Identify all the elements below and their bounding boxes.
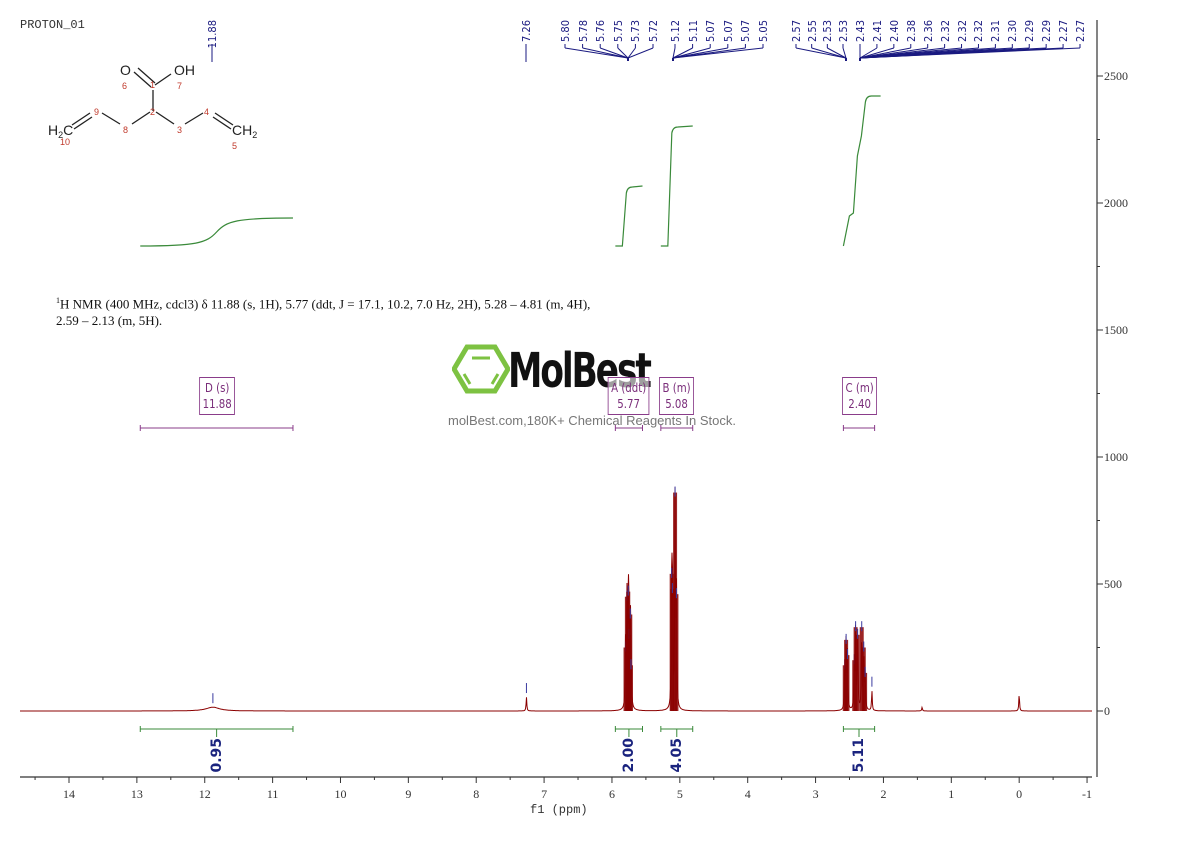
atom-number: 5 bbox=[232, 141, 237, 151]
y-tick-label: 1000 bbox=[1104, 450, 1128, 464]
experiment-title: PROTON_01 bbox=[20, 18, 85, 32]
x-tick-label: 8 bbox=[473, 787, 480, 801]
x-tick-label: 10 bbox=[334, 787, 347, 801]
integral-value: 0.95 bbox=[208, 738, 225, 773]
x-tick-label: -1 bbox=[1082, 787, 1093, 801]
molecule-structure: O OH H2C CH2 6 7 10 5 1 2 3 4 8 9 bbox=[48, 62, 257, 151]
x-tick-label: 11 bbox=[266, 787, 279, 801]
x-tick-label: 4 bbox=[744, 787, 751, 801]
atom-o: O bbox=[120, 62, 131, 78]
y-tick-label: 0 bbox=[1104, 704, 1110, 718]
atom-number: 3 bbox=[177, 125, 182, 135]
x-tick-label: 13 bbox=[130, 787, 143, 801]
multiplet-box: B (m) 5.08 bbox=[659, 377, 695, 415]
x-tick-label: 6 bbox=[608, 787, 615, 801]
atom-number: 10 bbox=[60, 137, 70, 147]
integral-value: 5.11 bbox=[851, 738, 867, 773]
multiplet-box: A (ddt) 5.77 bbox=[608, 377, 651, 415]
integral-curve bbox=[842, 95, 881, 247]
description-line-2: 2.59 – 2.13 (m, 5H). bbox=[56, 313, 163, 329]
multiplet-shift: 5.77 bbox=[617, 397, 641, 411]
integral-value: 2.00 bbox=[620, 738, 637, 773]
description-line-1: H NMR (400 MHz, cdcl3) δ 11.88 (s, 1H), … bbox=[60, 296, 591, 312]
atom-number: 2 bbox=[150, 107, 155, 117]
atom-number: 9 bbox=[94, 107, 99, 117]
nmr-description: 1H NMR (400 MHz, cdcl3) δ 11.88 (s, 1H),… bbox=[56, 292, 656, 329]
nucleus-superscript: 1 bbox=[56, 296, 60, 305]
x-tick-label: 2 bbox=[880, 787, 887, 801]
y-tick-label: 2500 bbox=[1104, 69, 1128, 83]
multiplet-name: D (s) bbox=[204, 381, 229, 395]
x-tick-label: 0 bbox=[1016, 787, 1023, 801]
multiplet-name: A (ddt) bbox=[611, 381, 647, 395]
atom-number: 6 bbox=[122, 81, 127, 91]
multiplet-box: C (m) 2.40 bbox=[841, 377, 877, 415]
atom-number: 7 bbox=[177, 81, 182, 91]
y-tick-label: 2000 bbox=[1104, 196, 1128, 210]
x-tick-label: 14 bbox=[63, 787, 75, 801]
multiplet-name: C (m) bbox=[844, 381, 874, 395]
atom-h2c: H2C bbox=[48, 122, 73, 140]
atom-number: 8 bbox=[123, 125, 128, 135]
multiplet-shift: 5.08 bbox=[665, 397, 689, 411]
watermark-tagline: molBest.com,180K+ Chemical Reagents In S… bbox=[448, 413, 736, 428]
atom-number: 4 bbox=[204, 107, 209, 117]
x-tick-label: 9 bbox=[405, 787, 412, 801]
y-tick-label: 500 bbox=[1104, 577, 1122, 591]
x-tick-label: 1 bbox=[948, 787, 955, 801]
multiplet-box: D (s) 11.88 bbox=[198, 377, 235, 415]
hexagon-logo-icon bbox=[452, 344, 510, 394]
x-tick-label: 12 bbox=[198, 787, 211, 801]
integral-curve bbox=[660, 125, 693, 247]
multiplet-shift: 2.40 bbox=[847, 397, 871, 411]
atom-oh: OH bbox=[174, 62, 195, 78]
atom-ch2: CH2 bbox=[232, 122, 257, 140]
x-tick-label: 5 bbox=[676, 787, 683, 801]
atom-number: 1 bbox=[150, 80, 155, 90]
integral-curve bbox=[615, 185, 643, 247]
multiplet-shift: 11.88 bbox=[202, 397, 232, 411]
x-axis-label: f1 (ppm) bbox=[530, 803, 588, 817]
x-tick-label: 3 bbox=[812, 787, 819, 801]
multiplet-name: B (m) bbox=[662, 381, 691, 395]
integral-value: 4.05 bbox=[668, 738, 685, 773]
spectrum-trace bbox=[20, 486, 1092, 712]
integral-curve bbox=[140, 217, 293, 247]
x-tick-label: 7 bbox=[541, 787, 548, 801]
y-tick-label: 1500 bbox=[1104, 323, 1128, 337]
